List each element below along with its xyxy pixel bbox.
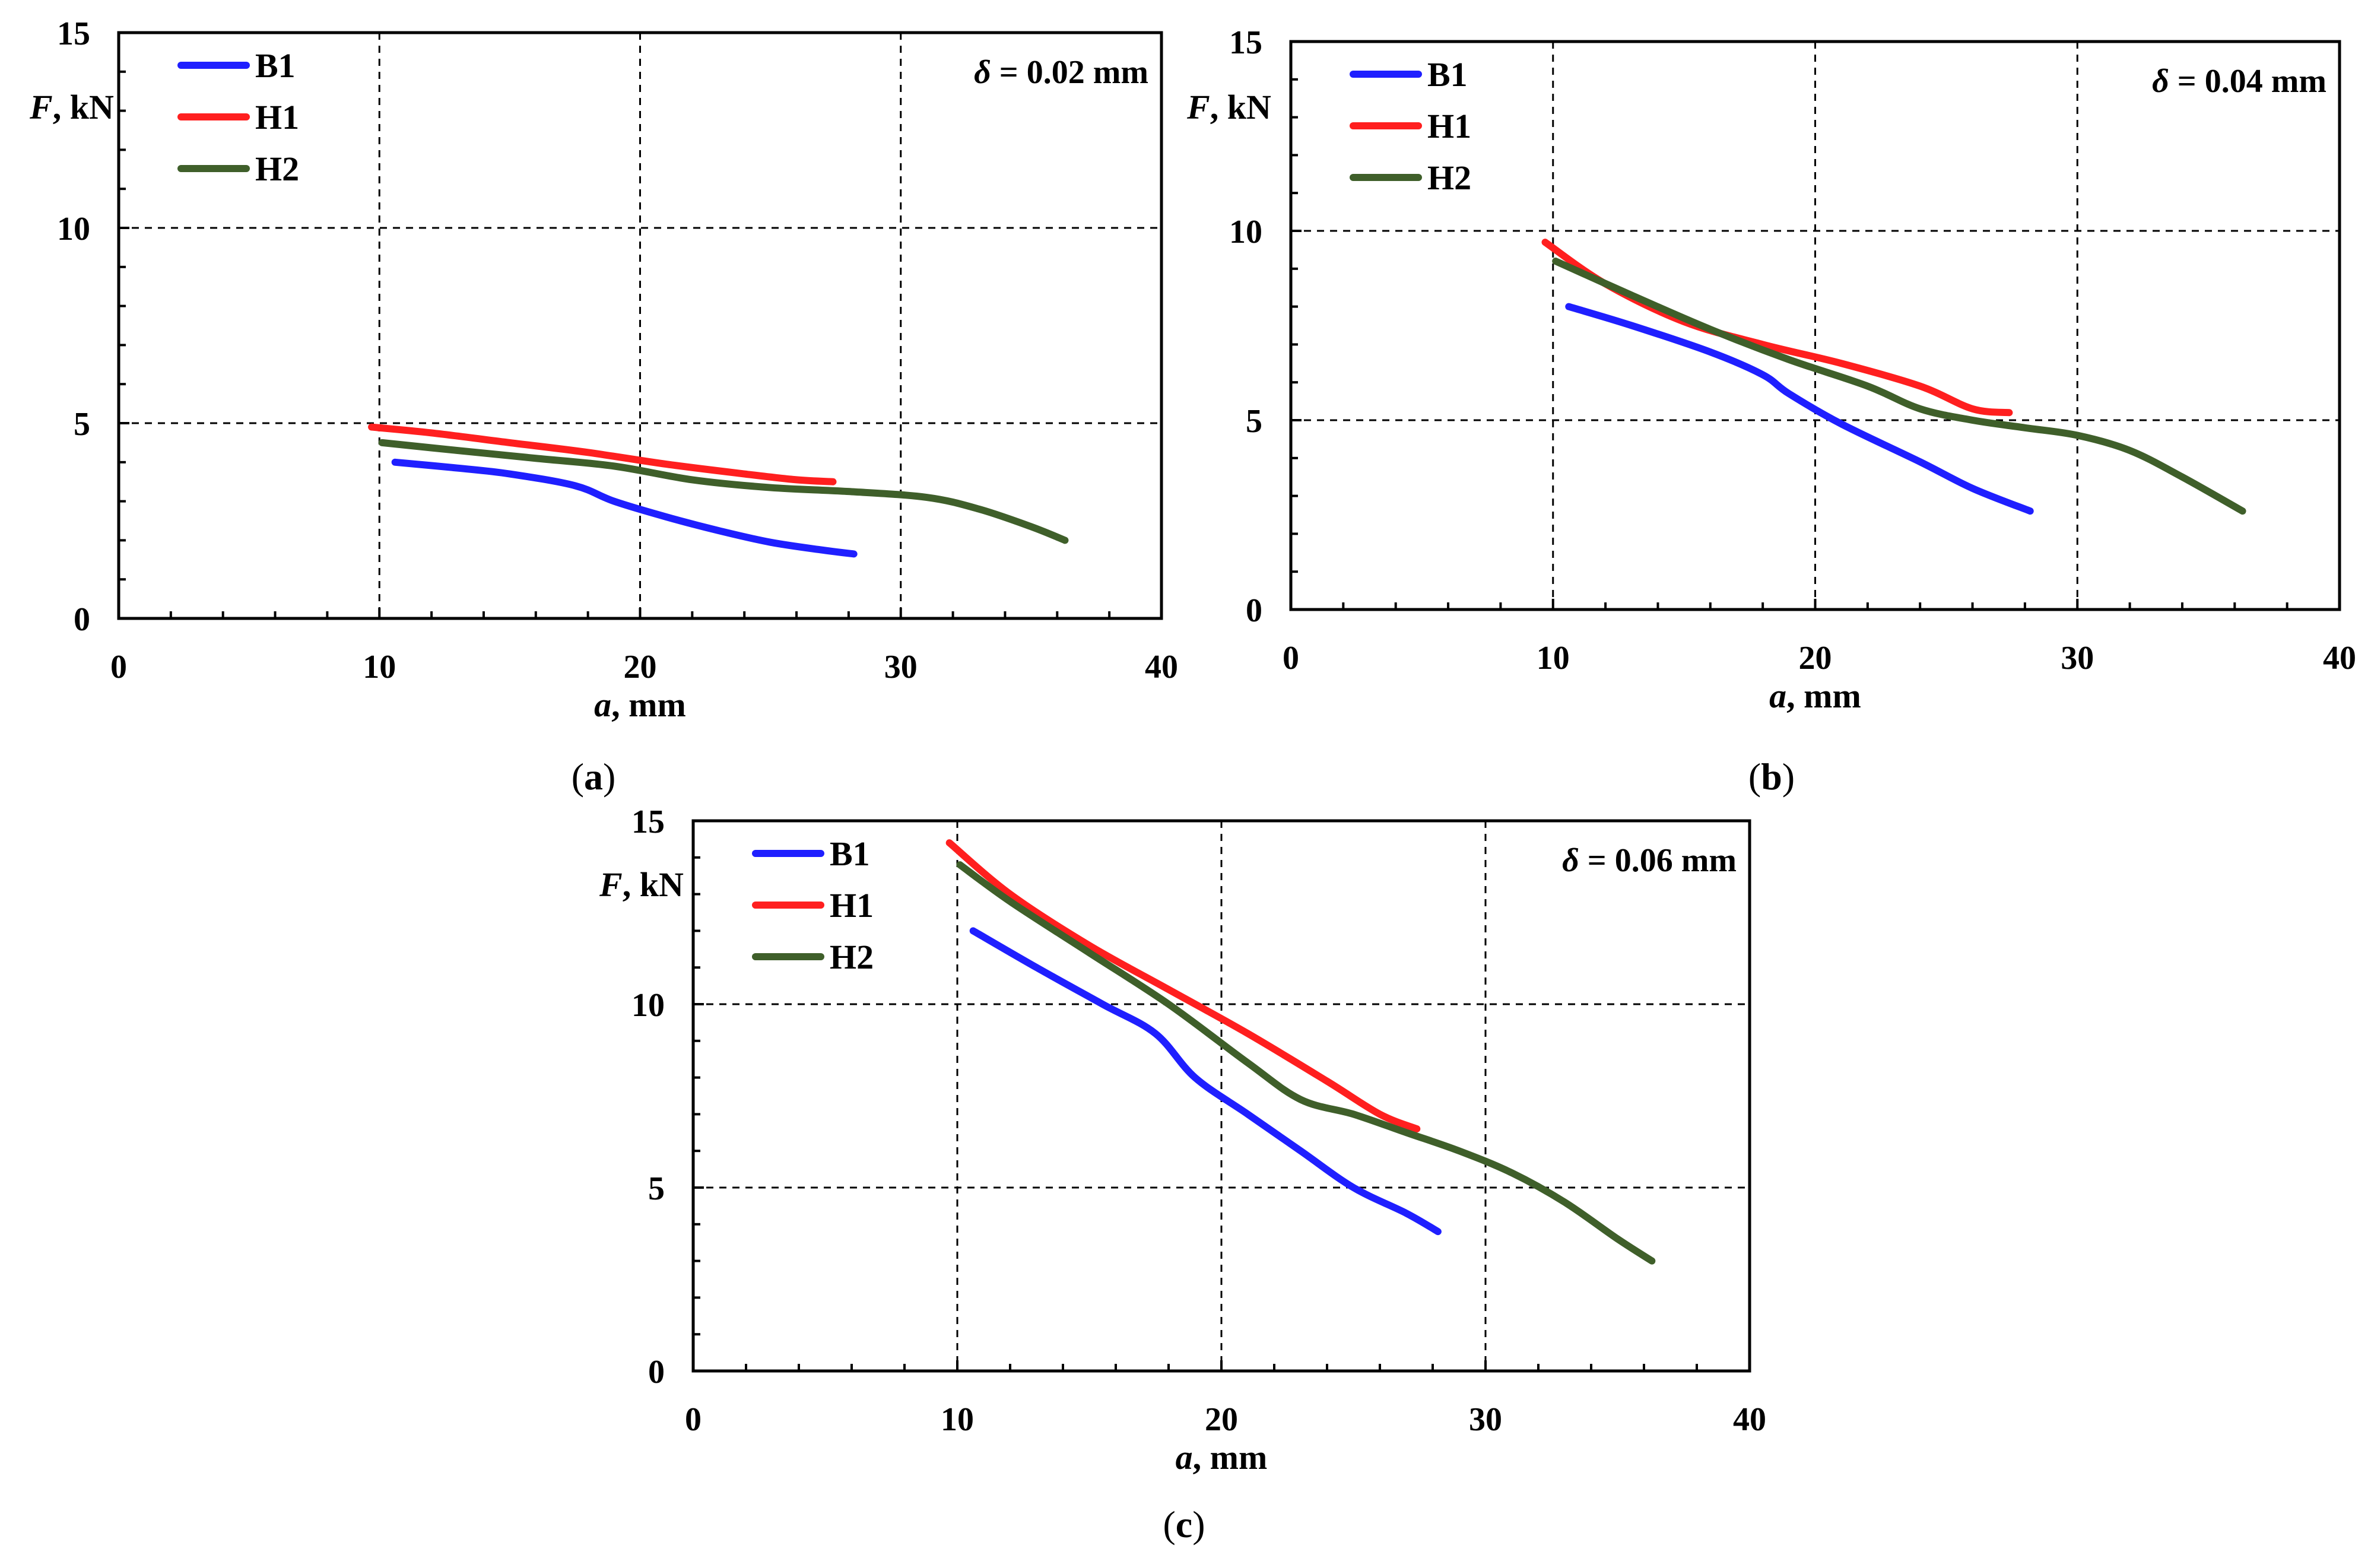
legend-label-h1: H1 — [830, 886, 874, 925]
panel-caption: (a) — [572, 756, 616, 798]
series-line-h2 — [378, 439, 1069, 544]
legend-label-b1: B1 — [255, 46, 296, 85]
x-tick-label: 40 — [1733, 1401, 1766, 1438]
delta-value: = 0.06 mm — [1579, 842, 1737, 879]
series-line-h1 — [945, 839, 1421, 1133]
series-line-b1 — [1565, 303, 2034, 515]
delta-value: = 0.02 mm — [991, 54, 1148, 91]
caption-close-paren: ) — [603, 756, 615, 798]
x-axis-unit: , mm — [611, 685, 686, 724]
x-tick-label: 30 — [2061, 640, 2094, 677]
legend-label-b1: B1 — [1427, 55, 1468, 94]
y-axis-unit: , kN — [1210, 88, 1271, 126]
y-axis-unit: , kN — [623, 865, 684, 904]
y-axis-label: F, kN — [1186, 88, 1271, 126]
caption-letter: b — [1761, 756, 1782, 798]
y-tick-label: 5 — [74, 406, 90, 443]
caption-close-paren: ) — [1192, 1503, 1205, 1545]
x-axis-variable: a — [1176, 1438, 1193, 1477]
x-axis-unit: , mm — [1786, 677, 1861, 715]
caption-open-paren: ( — [572, 756, 584, 798]
delta-symbol: δ — [1562, 842, 1579, 879]
y-axis-unit: , kN — [53, 88, 114, 126]
delta-annotation: δ = 0.04 mm — [2152, 63, 2326, 100]
series-line-h2 — [1552, 258, 2246, 515]
y-tick-label: 15 — [1229, 24, 1262, 61]
series-line-h1 — [368, 423, 837, 485]
caption-open-paren: ( — [1748, 756, 1761, 798]
legend-label-h2: H2 — [830, 938, 874, 976]
y-tick-label: 10 — [631, 987, 665, 1024]
x-tick-label: 20 — [1205, 1401, 1238, 1438]
panel-caption: (c) — [1163, 1503, 1205, 1545]
x-tick-label: 10 — [1537, 640, 1570, 677]
y-tick-label: 5 — [1246, 403, 1262, 440]
x-axis-variable: a — [1769, 677, 1786, 715]
x-axis-variable: a — [594, 685, 611, 724]
caption-open-paren: ( — [1163, 1503, 1175, 1545]
y-tick-label: 10 — [1229, 214, 1262, 250]
x-tick-label: 20 — [624, 649, 657, 685]
x-axis-label: a, mm — [594, 685, 686, 724]
x-tick-label: 40 — [2323, 640, 2356, 677]
x-axis-label: a, mm — [1176, 1438, 1268, 1477]
caption-close-paren: ) — [1782, 756, 1795, 798]
delta-annotation: δ = 0.06 mm — [1562, 842, 1737, 879]
y-axis-variable: F — [1186, 88, 1210, 126]
y-axis-variable: F — [29, 88, 53, 126]
y-axis-variable: F — [599, 865, 623, 904]
x-tick-label: 0 — [685, 1401, 702, 1438]
delta-symbol: δ — [974, 54, 991, 91]
x-tick-label: 30 — [1469, 1401, 1502, 1438]
y-axis-label: F, kN — [599, 865, 684, 904]
series-line-b1 — [391, 458, 858, 558]
caption-letter: c — [1176, 1503, 1192, 1545]
caption-letter: a — [584, 756, 603, 798]
y-tick-label: 0 — [1246, 592, 1262, 629]
delta-symbol: δ — [2152, 63, 2169, 100]
delta-value: = 0.04 mm — [2169, 63, 2326, 100]
panel-caption: (b) — [1748, 756, 1795, 798]
y-tick-label: 15 — [631, 804, 665, 840]
legend-label-h1: H1 — [1427, 107, 1471, 145]
x-tick-label: 40 — [1145, 649, 1178, 685]
x-tick-label: 30 — [884, 649, 918, 685]
legend-label-h2: H2 — [1427, 158, 1471, 197]
x-tick-label: 0 — [1283, 640, 1299, 677]
x-axis-unit: , mm — [1193, 1438, 1268, 1477]
y-tick-label: 0 — [74, 601, 90, 638]
x-tick-label: 10 — [363, 649, 396, 685]
x-tick-label: 20 — [1799, 640, 1832, 677]
legend-label-b1: B1 — [830, 834, 870, 873]
legend-label-h2: H2 — [255, 150, 299, 188]
y-tick-label: 15 — [57, 15, 90, 52]
x-axis-label: a, mm — [1769, 677, 1861, 715]
y-tick-label: 5 — [648, 1170, 665, 1207]
y-axis-label: F, kN — [29, 88, 114, 126]
series-line-b1 — [969, 927, 1442, 1236]
delta-annotation: δ = 0.02 mm — [974, 54, 1148, 91]
y-tick-label: 10 — [57, 211, 90, 247]
x-tick-label: 10 — [941, 1401, 974, 1438]
chart-panel-b: 0 10 20 30 40 0 5 10 15 F, kN a, mm δ = 0.04 mm B1 H1… — [1186, 24, 2356, 798]
legend-label-h1: H1 — [255, 98, 299, 137]
series-line-h2 — [956, 861, 1656, 1265]
y-tick-label: 0 — [648, 1354, 665, 1391]
x-tick-label: 0 — [110, 649, 127, 685]
